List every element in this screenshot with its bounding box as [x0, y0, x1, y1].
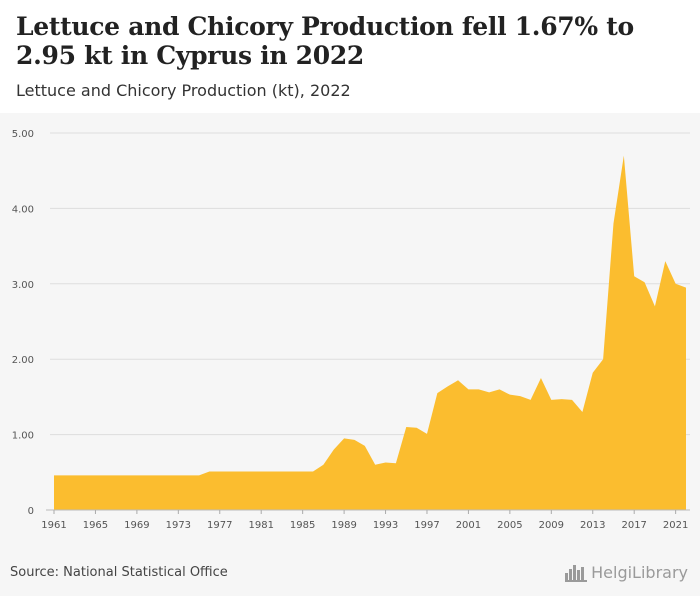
x-tick-label: 2013: [580, 520, 605, 531]
x-tick-label: 1965: [83, 520, 108, 531]
city-skyline-icon: [565, 564, 588, 582]
x-tick-label: 1977: [207, 520, 232, 531]
x-axis-ticks: 1961 1965 1969 1973 1977 1981 1985 1989 1993 1997…: [41, 510, 688, 531]
y-tick-label: 2.00: [12, 355, 34, 366]
x-tick-label: 1961: [41, 520, 66, 531]
x-tick-label: 1973: [166, 520, 191, 531]
helgi-library-logo[interactable]: HelgiLibrary: [565, 563, 688, 582]
x-tick-label: 2009: [539, 520, 564, 531]
x-tick-label: 1989: [331, 520, 356, 531]
page-title: Lettuce and Chicory Production fell 1.67…: [16, 12, 634, 70]
header: Lettuce and Chicory Production fell 1.67…: [0, 0, 700, 113]
chart-subtitle: Lettuce and Chicory Production (kt), 202…: [16, 81, 351, 100]
x-tick-label: 1997: [414, 520, 439, 531]
area-chart: 01.002.003.004.005.00 1961 1965 1969 1973 19…: [12, 129, 690, 531]
y-tick-label: 4.00: [12, 204, 34, 215]
x-tick-label: 1985: [290, 520, 315, 531]
x-tick-label: 1993: [373, 520, 398, 531]
y-axis-ticks: 0 1.00 2.00 3.00 4.00 5.00: [12, 129, 34, 517]
footer: Source: National Statistical Office Helg…: [0, 560, 700, 596]
production-area: [54, 155, 686, 510]
source-note: Source: National Statistical Office: [10, 565, 228, 580]
logo-text: HelgiLibrary: [591, 563, 688, 582]
y-tick-label: 0: [28, 506, 34, 517]
x-tick-label: 1969: [124, 520, 149, 531]
x-tick-label: 1981: [248, 520, 273, 531]
x-tick-label: 2017: [621, 520, 646, 531]
x-tick-label: 2005: [497, 520, 522, 531]
y-tick-label: 1.00: [12, 431, 34, 442]
x-tick-label: 2001: [456, 520, 481, 531]
y-tick-label: 5.00: [12, 129, 34, 140]
y-tick-label: 3.00: [12, 280, 34, 291]
x-tick-label: 2021: [663, 520, 688, 531]
